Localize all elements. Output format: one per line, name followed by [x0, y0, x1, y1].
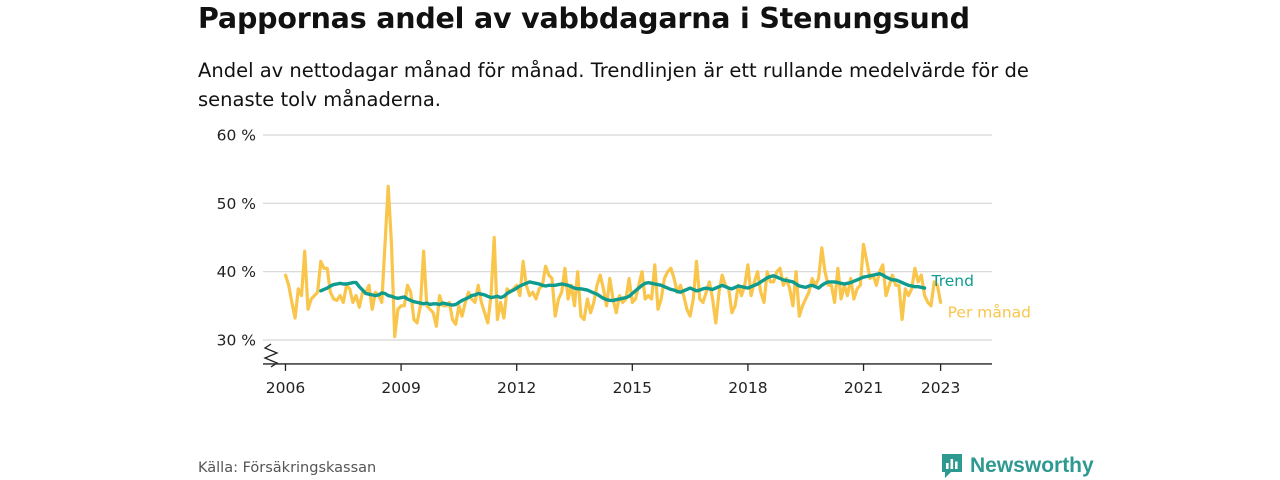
x-tick-label: 2012	[497, 379, 536, 397]
chart-subtitle: Andel av nettodagar månad för månad. Tre…	[198, 59, 1029, 111]
line-chart: 30 % 40 % 50 % 60 % 2006 2009 2012 2015 2018 202…	[217, 127, 1031, 397]
source-note: Källa: Försäkringskassan	[198, 460, 377, 476]
x-tick-label: 2006	[266, 379, 305, 397]
series-line-per-manad	[283, 184, 943, 339]
y-tick-label: 60 %	[217, 127, 256, 145]
newsworthy-logo-icon	[942, 454, 962, 478]
x-tick-label: 2018	[728, 379, 767, 397]
x-tick-label: 2015	[613, 379, 652, 397]
series-line-trend	[319, 272, 927, 307]
x-axis: 2006 2009 2012 2015 2018 2021 2023	[263, 343, 992, 397]
gridlines	[263, 134, 992, 341]
series-label-trend: Trend	[931, 272, 974, 290]
series-label-per-manad: Per månad	[948, 303, 1031, 321]
y-tick-label: 50 %	[217, 195, 256, 213]
y-axis-ticks: 30 % 40 % 50 % 60 %	[217, 127, 256, 350]
x-tick-label: 2009	[381, 379, 420, 397]
y-tick-label: 40 %	[217, 263, 256, 281]
brand-logo: Newsworthy	[940, 452, 1094, 480]
x-tick-label: 2021	[844, 379, 883, 397]
y-tick-label: 30 %	[217, 332, 256, 350]
x-tick-label: 2023	[921, 379, 960, 397]
axis-break-icon	[263, 343, 279, 368]
series-labels: Per månad Trend	[931, 272, 1031, 321]
chart-title: Pappornas andel av vabbdagarna i Stenung…	[198, 2, 970, 35]
series-lines	[283, 184, 943, 339]
brand-name: Newsworthy	[970, 454, 1094, 477]
